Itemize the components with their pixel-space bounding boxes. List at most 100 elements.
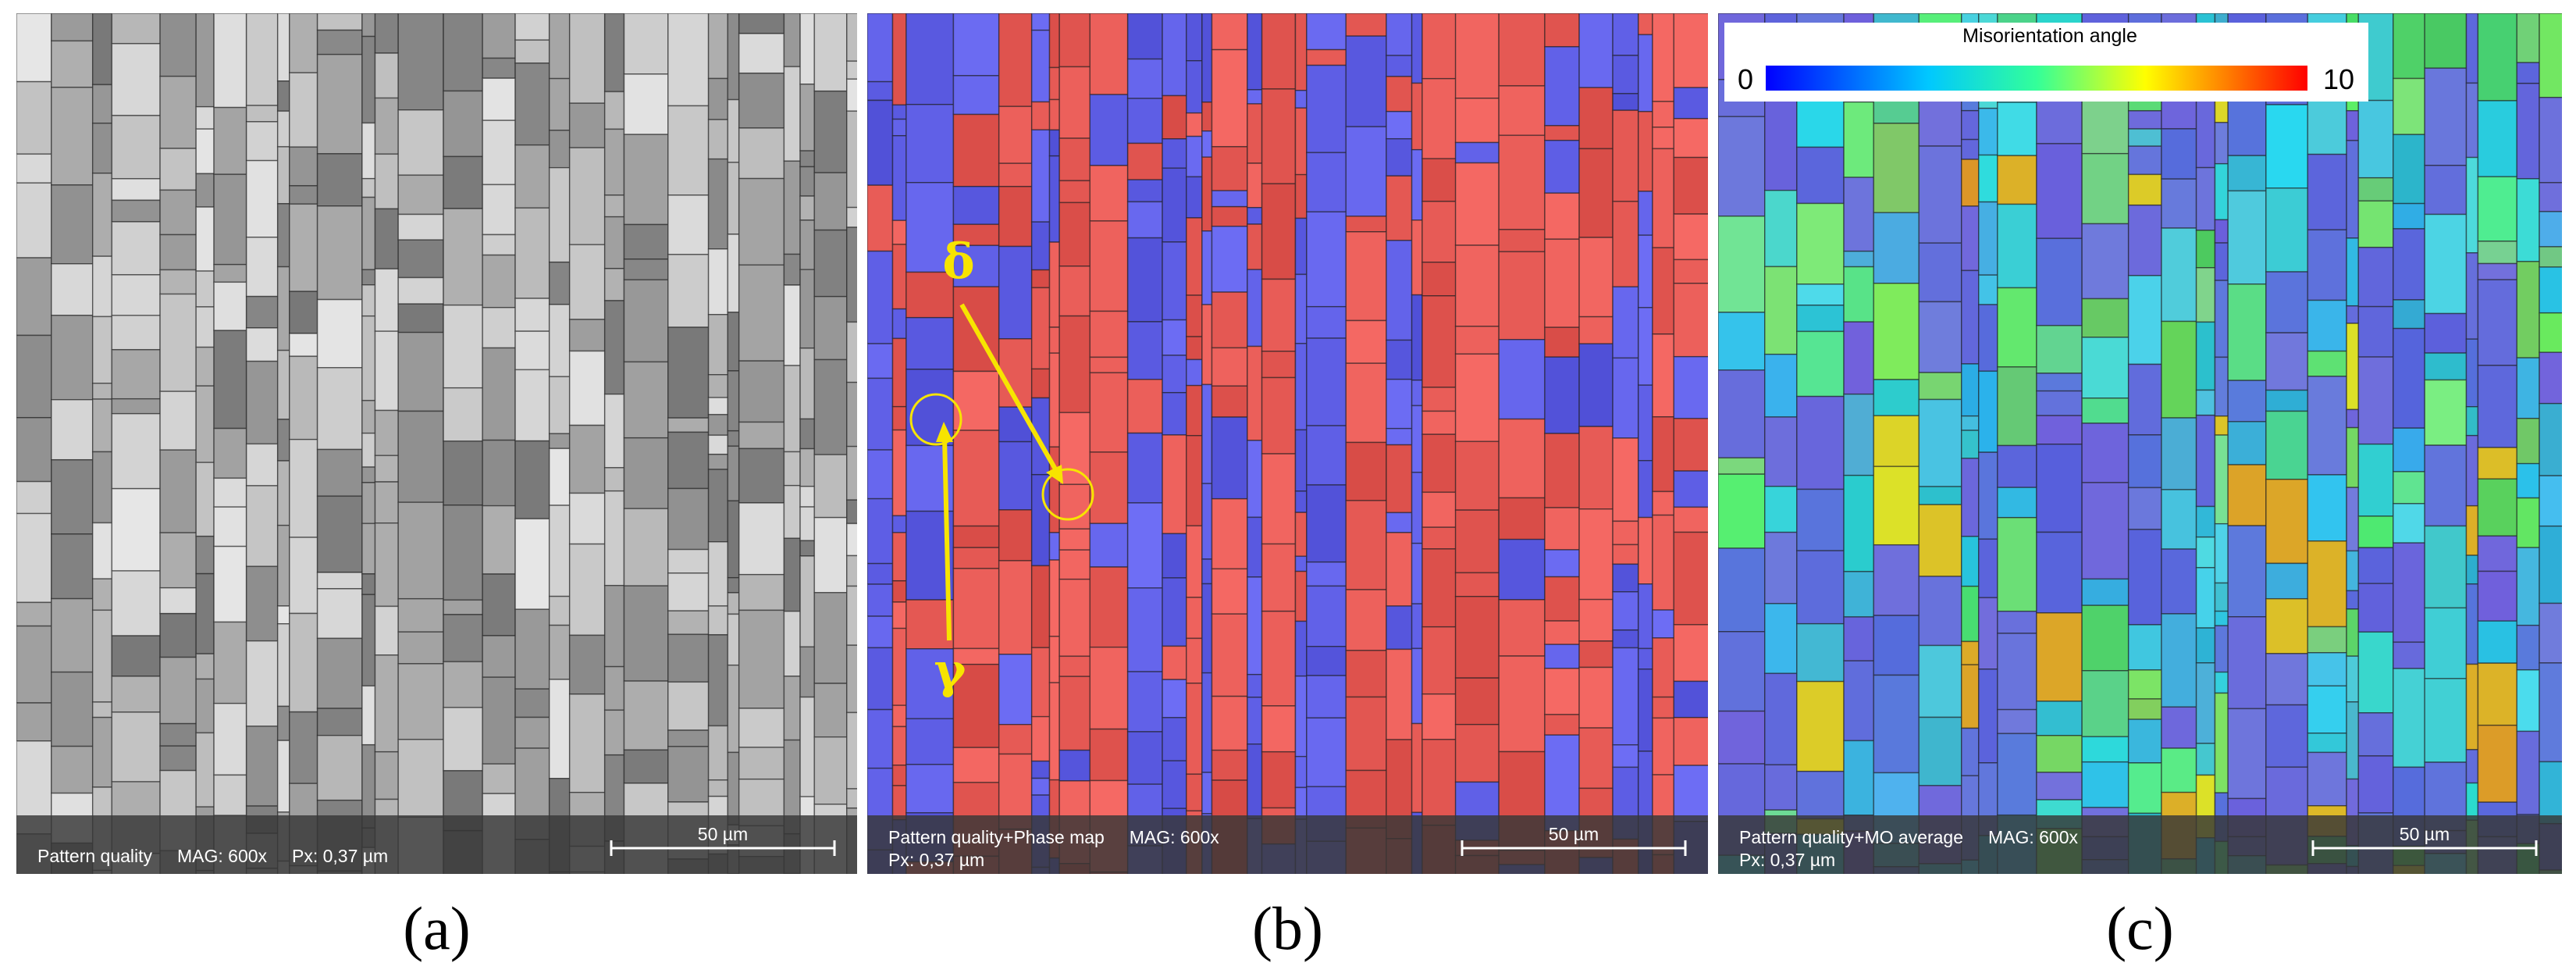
grain	[361, 315, 376, 401]
grain	[846, 522, 857, 557]
grain	[2424, 678, 2467, 763]
grain	[2357, 515, 2394, 548]
grain	[2036, 373, 2083, 392]
grain	[374, 330, 399, 412]
grain	[361, 685, 376, 746]
grain	[51, 184, 94, 265]
grain	[159, 532, 197, 589]
grain	[1162, 355, 1187, 394]
grain	[2393, 228, 2425, 301]
grain	[1578, 426, 1614, 510]
grain	[548, 595, 571, 626]
grain	[1421, 433, 1457, 494]
grain	[738, 73, 785, 129]
grain	[2516, 730, 2540, 815]
grain	[289, 185, 318, 205]
grain	[276, 419, 290, 462]
grain	[548, 261, 571, 305]
info-bar	[16, 815, 857, 874]
grain	[2393, 668, 2425, 768]
grain	[867, 13, 894, 83]
grain	[289, 203, 318, 292]
grain	[1059, 549, 1091, 580]
grain	[727, 430, 740, 447]
grain	[1638, 191, 1653, 236]
grain	[1718, 116, 1766, 217]
grain	[1997, 203, 2037, 289]
arrow-head	[936, 422, 953, 442]
grain	[1578, 237, 1614, 318]
grain	[1386, 137, 1413, 177]
grain	[1673, 765, 1708, 822]
grain	[1306, 64, 1347, 154]
grain	[443, 707, 483, 772]
grain	[1211, 190, 1248, 208]
grain	[374, 751, 399, 800]
grain	[2393, 865, 2425, 874]
grain	[738, 264, 785, 362]
grain	[2265, 597, 2309, 654]
grain	[846, 499, 857, 525]
grain	[361, 196, 376, 271]
grain	[603, 268, 625, 301]
grain	[91, 578, 113, 612]
grain	[738, 33, 785, 74]
grain	[2424, 13, 2467, 70]
grain	[952, 186, 1000, 226]
arrow-head	[1046, 465, 1063, 484]
grain	[1873, 465, 1920, 546]
grain	[1048, 532, 1060, 561]
grain	[289, 13, 318, 73]
grain	[1162, 760, 1187, 809]
grain	[2227, 708, 2267, 800]
grain	[1997, 733, 2037, 816]
grain	[1261, 705, 1297, 753]
grain	[1612, 286, 1639, 359]
grain	[1544, 192, 1580, 240]
grain	[195, 462, 215, 537]
grain	[1652, 416, 1675, 493]
grain	[514, 330, 550, 371]
grain	[514, 369, 550, 442]
grain	[1162, 392, 1187, 436]
grain	[2036, 701, 2083, 736]
grain	[1454, 13, 1500, 99]
grain	[623, 259, 669, 281]
grain	[1873, 674, 1920, 774]
grain	[783, 484, 801, 540]
grain	[1843, 177, 1875, 252]
grain	[2265, 704, 2309, 768]
grain	[1843, 101, 1875, 178]
grain	[51, 533, 94, 600]
grain	[2214, 522, 2229, 584]
grain	[1961, 159, 1980, 207]
grain	[1247, 103, 1263, 164]
grain	[952, 747, 1000, 783]
grain	[2346, 487, 2360, 552]
grain	[91, 522, 113, 579]
grain	[846, 788, 857, 809]
grain	[1126, 98, 1163, 144]
grain	[1578, 727, 1614, 790]
grain	[2424, 165, 2467, 216]
grain	[316, 367, 363, 451]
grain	[998, 509, 1033, 562]
grain	[603, 300, 625, 395]
grain	[1294, 786, 1308, 820]
grain	[2195, 505, 2216, 538]
grain	[2161, 227, 2197, 323]
grain	[1345, 319, 1387, 364]
grain	[159, 612, 197, 658]
grain	[2265, 562, 2309, 600]
grain	[2214, 242, 2229, 281]
grain	[1498, 599, 1546, 657]
grain	[738, 421, 785, 450]
grain	[707, 469, 729, 543]
grain	[783, 13, 801, 68]
grain	[952, 663, 1000, 748]
grain	[1306, 13, 1347, 51]
grain	[1421, 548, 1457, 628]
grain	[667, 431, 710, 490]
grain	[783, 610, 801, 677]
grain	[2307, 350, 2347, 377]
